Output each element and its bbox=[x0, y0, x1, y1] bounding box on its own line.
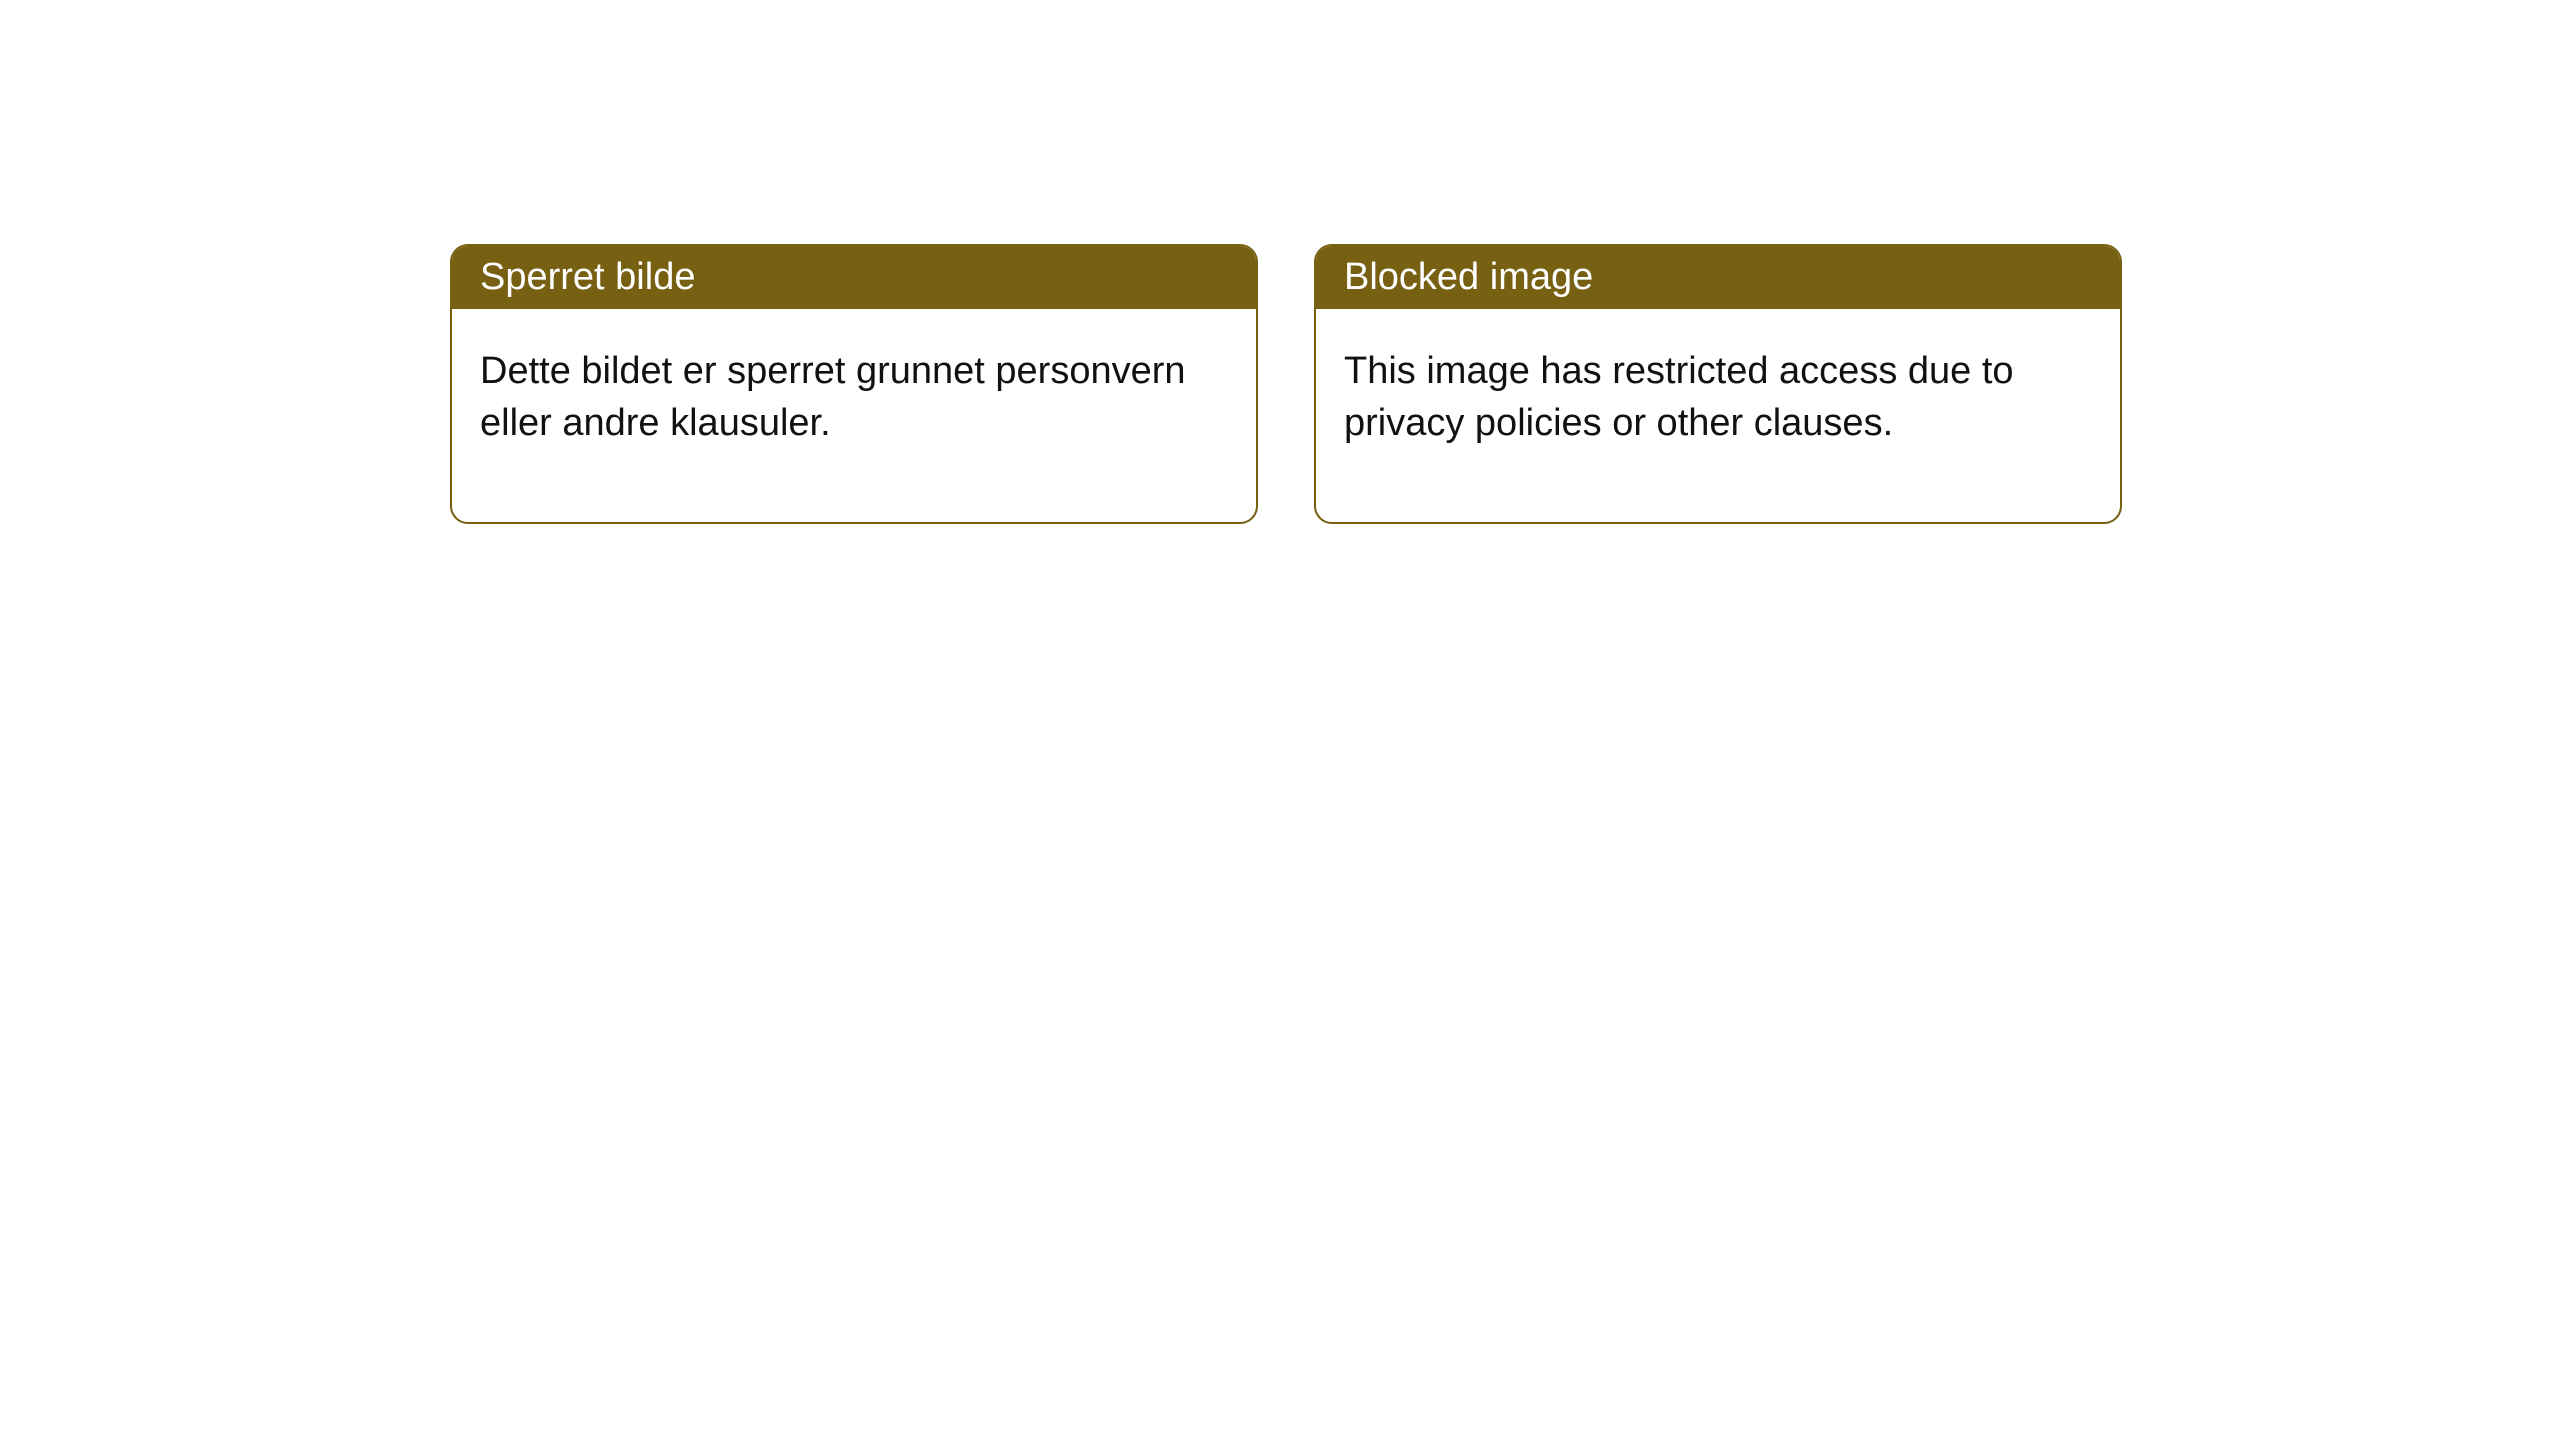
notice-cards-row: Sperret bilde Dette bildet er sperret gr… bbox=[0, 0, 2560, 524]
notice-card-body: This image has restricted access due to … bbox=[1316, 309, 2120, 522]
notice-card-title: Blocked image bbox=[1316, 246, 2120, 309]
notice-card-norwegian: Sperret bilde Dette bildet er sperret gr… bbox=[450, 244, 1258, 524]
notice-card-body: Dette bildet er sperret grunnet personve… bbox=[452, 309, 1256, 522]
notice-card-title: Sperret bilde bbox=[452, 246, 1256, 309]
notice-card-english: Blocked image This image has restricted … bbox=[1314, 244, 2122, 524]
